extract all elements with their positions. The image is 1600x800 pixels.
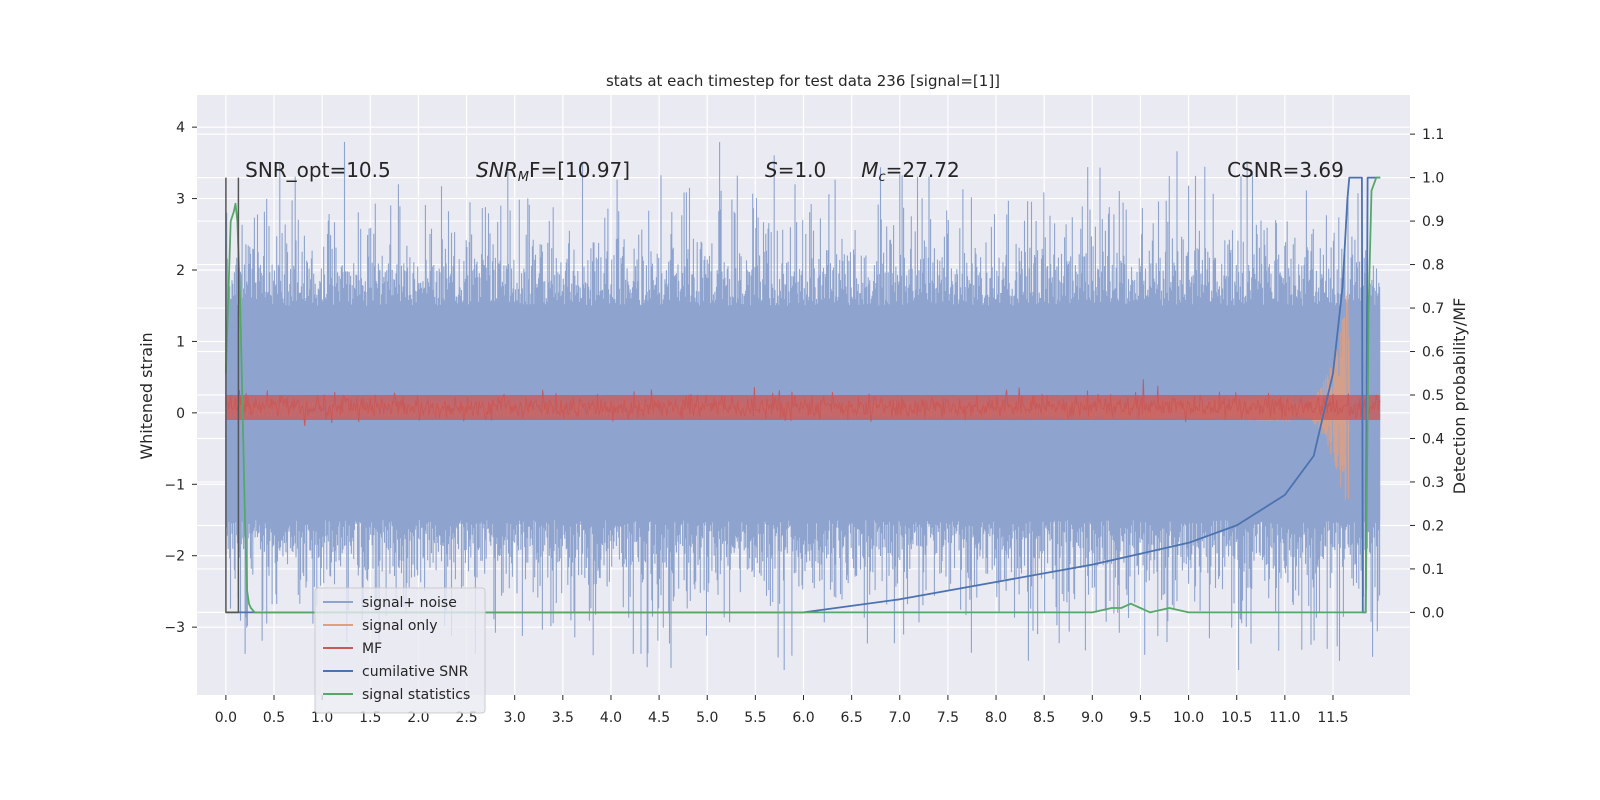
x-tick-label: 7.0: [889, 710, 911, 726]
x-tick-label: 8.0: [985, 710, 1007, 726]
mf-line: [225, 379, 1381, 427]
legend-box: [314, 587, 486, 714]
y-tick-label: 3: [176, 192, 185, 208]
signal-statistics-line: [225, 176, 1381, 614]
chart-title: stats at each timestep for test data 236…: [606, 72, 1000, 90]
y-tick-label: 2: [176, 263, 185, 279]
x-tick-label: 8.5: [1033, 710, 1055, 726]
x-tick-label: 3.5: [552, 710, 574, 726]
series-layer: [225, 141, 1381, 670]
annotation-text: CSNR=3.69: [1227, 158, 1344, 182]
legend-label: signal+ noise: [362, 595, 457, 611]
legend-label: signal only: [362, 618, 437, 634]
x-tick-label: 6.0: [792, 710, 814, 726]
x-tick-label: 0.0: [215, 710, 237, 726]
annotation-text: S=1.0: [765, 158, 826, 182]
x-tick-label: 4.5: [648, 710, 670, 726]
x-tick-label: 9.0: [1081, 710, 1103, 726]
y-right-tick-label: 0.1: [1422, 562, 1444, 578]
y-tick-label: 1: [176, 334, 185, 350]
y-right-tick-label: 0.2: [1422, 518, 1444, 534]
y-right-tick-label: 0.9: [1422, 214, 1444, 230]
x-tick-label: 11.0: [1269, 710, 1300, 726]
x-tick-label: 4.0: [600, 710, 622, 726]
annotations: SNR_opt=10.5 SNRMF=[10.97] S=1.0 Mc=27.72 CS…: [245, 158, 1344, 185]
legend: signal+ noise signal only MF cumilative SNR…: [314, 587, 486, 714]
legend-label: MF: [362, 641, 382, 657]
y-tick-label: −1: [164, 477, 185, 493]
x-tick-label: 1.5: [359, 710, 381, 726]
y-right-tick-label: 0.4: [1422, 431, 1444, 447]
y-tick-label: 4: [176, 120, 185, 136]
y-right-tick-label: 0.5: [1422, 388, 1444, 404]
x-tick-label: 3.0: [504, 710, 526, 726]
y-tick-label: −3: [164, 620, 185, 636]
y-tick-label: −2: [164, 549, 185, 565]
x-tick-label: 10.5: [1221, 710, 1252, 726]
axes: 0.0 0.5 1.0 1.5 2.0 2.5 3.0 3.5 4.0 4.5 5.0 5.5 6.0 6…: [164, 120, 1444, 726]
annotation-text: SNR_opt=10.5: [245, 158, 391, 182]
x-tick-label: 5.5: [744, 710, 766, 726]
y-right-tick-label: 0.0: [1422, 605, 1444, 621]
window-marker-line: [225, 177, 240, 614]
x-tick-label: 2.5: [455, 710, 477, 726]
x-tick-label: 9.5: [1129, 710, 1151, 726]
x-tick-label: 7.5: [937, 710, 959, 726]
x-tick-label: 11.5: [1317, 710, 1348, 726]
y-right-tick-label: 1.0: [1422, 171, 1444, 187]
y-axis-label: Whitened strain: [137, 332, 156, 459]
y-right-tick-label: 0.3: [1422, 475, 1444, 491]
y-axis-label-right: Detection probability/MF: [1450, 298, 1469, 495]
annotation-text: Mc=27.72: [861, 158, 959, 185]
y-right-tick-label: 0.8: [1422, 258, 1444, 274]
x-tick-label: 1.0: [311, 710, 333, 726]
annotation-text: SNRMF=[10.97]: [476, 158, 630, 185]
y-right-tick-label: 1.1: [1422, 127, 1444, 143]
legend-label: cumilative SNR: [362, 664, 469, 680]
x-tick-label: 2.0: [407, 710, 429, 726]
y-right-tick-label: 0.7: [1422, 301, 1444, 317]
x-tick-label: 0.5: [263, 710, 285, 726]
x-tick-label: 10.0: [1173, 710, 1204, 726]
y-right-tick-label: 0.6: [1422, 345, 1444, 361]
x-tick-label: 6.5: [841, 710, 863, 726]
y-tick-label: 0: [176, 406, 185, 422]
x-tick-label: 5.0: [696, 710, 718, 726]
legend-label: signal statistics: [362, 687, 470, 703]
